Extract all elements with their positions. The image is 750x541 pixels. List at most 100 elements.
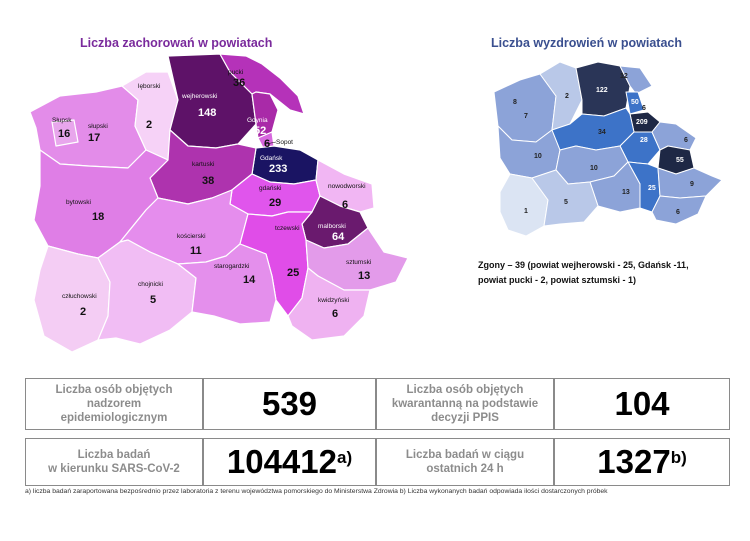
label-nowodworski: nowodworski — [328, 183, 366, 190]
value-gdynia: 52 — [254, 125, 266, 137]
recovery-value: 9 — [690, 181, 694, 188]
recovery-value: 12 — [620, 73, 628, 80]
label-sopot: Sopot — [276, 139, 293, 146]
value-nowodworski: 6 — [342, 199, 348, 211]
value-gdanski: 29 — [269, 197, 281, 209]
label-gdansk: Gdańsk — [260, 155, 283, 162]
label-starogardzki: starogardzki — [214, 263, 249, 270]
quarantine-label-line: kwarantanną na podstawie — [391, 398, 539, 410]
left-map-labels: Słupsk 16 słupski 17 lęborski 2 wejherow… — [52, 69, 371, 320]
rr-kwidzynski — [651, 195, 707, 225]
recovery-value: 8 — [513, 99, 517, 106]
tests24-label-line: Liczba badań w ciągu — [405, 449, 525, 461]
tests-label-line: w kierunku SARS-CoV-2 — [48, 463, 180, 475]
recovery-value: 6 — [684, 137, 688, 144]
value-czluchowski: 2 — [80, 306, 86, 318]
recovery-value: 6 — [676, 209, 680, 216]
region-starogardzki — [177, 243, 277, 325]
monitored-value: 539 — [203, 378, 376, 430]
recovery-value: 55 — [676, 157, 684, 164]
value-kwidzynski: 6 — [332, 308, 338, 320]
recovery-value: 1 — [524, 208, 528, 215]
quarantine-label-line: decyzji PPIS — [431, 412, 499, 424]
recovery-value: 50 — [631, 99, 639, 106]
value-slupsk-city: 16 — [58, 128, 70, 140]
monitored-label-line: Liczba osób objętych — [55, 384, 173, 396]
value-tczewski: 25 — [287, 267, 299, 279]
right-map-values: 8 2 122 12 7 50 6 209 34 28 6 10 55 10 1… — [513, 73, 694, 216]
label-slupski: słupski — [88, 123, 108, 130]
tests24-label-line: ostatnich 24 h — [426, 463, 504, 475]
recovery-value: 10 — [534, 153, 542, 160]
recovery-value: 13 — [622, 189, 630, 196]
monitored-label-line: nadzorem — [86, 398, 142, 410]
recovery-value: 7 — [524, 113, 528, 120]
monitored-label: Liczba osób objętych nadzorem epidemiolo… — [25, 378, 203, 430]
region-gdynia — [251, 91, 279, 139]
recovery-value: 34 — [598, 129, 606, 136]
label-malborski: malborski — [318, 223, 346, 230]
label-wejherowski: wejherowski — [181, 93, 217, 100]
value-malborski: 64 — [332, 231, 345, 243]
recovery-value: 10 — [590, 165, 598, 172]
deaths-note-line: Zgony – 39 (powiat wejherowski - 25, Gda… — [478, 260, 689, 270]
value-chojnicki: 5 — [150, 294, 156, 306]
label-czluchowski: człuchowski — [62, 293, 97, 300]
value-pucki: 36 — [233, 77, 245, 89]
monitored-label-line: epidemiologicznym — [60, 412, 168, 424]
value-kartuski: 38 — [202, 175, 214, 187]
value-starogardzki: 14 — [243, 274, 256, 286]
tests-value-cell: 104412 a) — [203, 438, 376, 486]
label-gdynia: Gdynia — [247, 117, 268, 124]
tests24-value: 1327 — [597, 443, 671, 480]
value-koscierski: 11 — [190, 245, 202, 257]
rr-pucki — [619, 65, 653, 95]
quarantine-label: Liczba osób objętych kwarantanną na pods… — [376, 378, 554, 430]
quarantine-label-line: Liczba osób objętych — [406, 384, 524, 396]
region-pucki — [219, 53, 305, 115]
quarantine-value: 104 — [554, 378, 730, 430]
label-bytowski: bytowski — [66, 199, 91, 206]
tests-value: 104412 — [226, 443, 337, 480]
deaths-note: Zgony – 39 (powiat wejherowski - 25, Gda… — [478, 258, 708, 288]
rr-chojnicki — [531, 169, 599, 227]
region-slupsk-city — [51, 119, 79, 147]
tests-suffix: a) — [337, 448, 353, 467]
tests-label-line: Liczba badań — [77, 449, 151, 461]
recovery-value: 209 — [636, 119, 648, 126]
label-kartuski: kartuski — [192, 161, 214, 168]
value-wejherowski: 148 — [198, 107, 216, 119]
label-pucki: pucki — [228, 69, 243, 76]
left-map-title: Liczba zachorowań w powiatach — [80, 36, 273, 50]
deaths-note-line: powiat pucki - 2, powiat sztumski - 1) — [478, 275, 637, 285]
footnote: a) liczba badań zaraportowana bezpośredn… — [25, 488, 608, 495]
right-map-title: Liczba wyzdrowień w powiatach — [491, 36, 683, 50]
rr-nowodworski — [651, 121, 697, 151]
label-sztumski: sztumski — [346, 259, 371, 266]
label-chojnicki: chojnicki — [138, 281, 163, 288]
value-sztumski: 13 — [358, 270, 370, 282]
value-bytowski: 18 — [92, 211, 104, 223]
region-kwidzynski — [287, 267, 371, 341]
label-leborski: lęborski — [138, 83, 160, 90]
rr-starogardzki — [589, 161, 641, 213]
recovery-value: 6 — [642, 105, 646, 112]
value-leborski: 2 — [146, 119, 152, 131]
label-gdanski: gdański — [259, 185, 281, 192]
recovery-value: 28 — [640, 137, 648, 144]
recovery-value: 5 — [564, 199, 568, 206]
label-slupsk-city: Słupsk — [52, 117, 72, 124]
tests24-value-cell: 1327 b) — [554, 438, 730, 486]
rr-gdynia — [625, 91, 645, 115]
label-koscierski: kościerski — [177, 233, 206, 240]
rr-leborski — [539, 61, 583, 131]
region-chojnicki — [97, 239, 197, 345]
tests24-suffix: b) — [670, 448, 687, 467]
recovery-value: 25 — [648, 185, 656, 192]
tests-label: Liczba badań w kierunku SARS-CoV-2 — [25, 438, 203, 486]
value-gdansk: 233 — [269, 163, 287, 175]
tests24-label: Liczba badań w ciągu ostatnich 24 h — [376, 438, 554, 486]
label-tczewski: tczewski — [275, 225, 300, 232]
